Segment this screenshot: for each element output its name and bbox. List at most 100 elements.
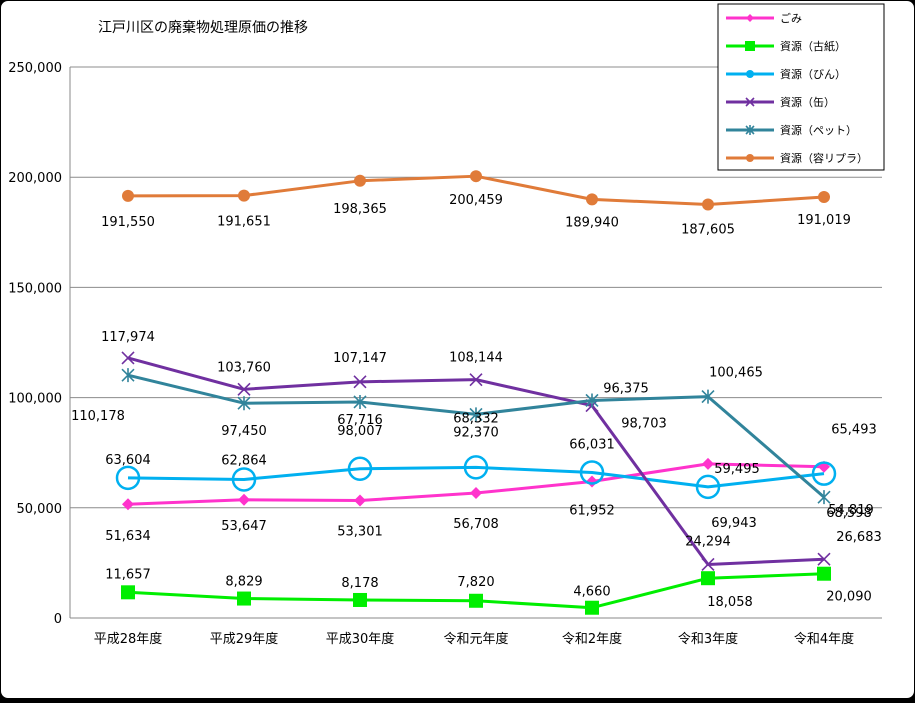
data-label: 67,716 [337,413,383,428]
legend-label: 資源（古紙） [780,39,846,53]
data-label: 8,829 [225,575,262,590]
data-point [701,571,715,586]
data-point [702,198,714,211]
data-point [817,566,831,581]
data-label: 66,031 [569,437,615,452]
data-point [746,154,754,162]
y-axis: 0 50,000 100,000 150,000 200,000 250,000 [8,61,71,627]
y-tick-label: 50,000 [17,502,63,517]
data-point [811,461,837,486]
data-label: 63,604 [105,453,151,468]
x-tick-label: 令和3年度 [678,631,738,647]
x-tick-label: 令和4年度 [794,631,854,647]
data-point [695,474,721,500]
x-tick-label: 平成29年度 [210,631,279,647]
data-label: 24,294 [685,534,731,549]
data-point [585,600,599,615]
data-label: 92,370 [453,425,499,440]
data-point [746,70,754,78]
data-labels: 51,634 53,647 53,301 56,708 61,952 69,943 68,5… [71,193,882,610]
x-tick-label: 令和元年度 [443,631,508,647]
data-point [469,373,483,387]
data-point [237,396,251,411]
data-point [354,494,366,507]
x-axis: 平成28年度 平成29年度 平成30年度 令和元年度 令和2年度 令和3年度 令和4年度 [94,631,854,647]
data-label: 100,465 [709,366,763,381]
data-label: 4,660 [573,585,610,600]
data-label: 108,144 [449,351,503,366]
data-label: 65,493 [831,423,877,438]
chart-title: 江戸川区の廃棄物処理原価の推移 [98,19,308,36]
x-tick-label: 平成30年度 [326,631,395,647]
data-label: 61,952 [569,503,615,518]
series-line [127,465,825,489]
data-label: 62,864 [221,453,267,468]
data-label: 110,178 [71,409,125,424]
data-label: 53,647 [221,519,267,534]
data-point [121,585,135,600]
legend-label: 資源（缶） [780,95,835,109]
data-point [463,455,489,480]
data-label: 7,820 [457,575,494,590]
data-label: 191,550 [101,215,155,230]
data-label: 97,450 [221,424,267,439]
data-label: 51,634 [105,529,151,544]
data-label: 26,683 [836,530,882,545]
data-point [354,174,366,187]
data-label: 98,703 [621,416,667,431]
data-point [817,552,831,566]
legend-label: ごみ [780,11,802,25]
y-tick-label: 200,000 [8,171,62,186]
y-tick-label: 150,000 [8,281,62,296]
series-group [115,170,837,615]
data-point [353,375,367,389]
data-point [818,190,830,203]
data-point [122,498,134,511]
data-label: 117,974 [101,330,155,345]
data-label: 18,058 [707,595,753,610]
data-point [469,593,483,608]
data-point [231,467,257,492]
data-point [121,368,135,383]
data-label: 20,090 [826,590,872,605]
data-point [701,557,715,572]
data-point [586,475,598,488]
data-point [745,97,755,107]
data-label: 54,819 [828,503,874,518]
data-label: 56,708 [453,517,499,532]
data-point [579,460,605,485]
data-point [237,591,251,606]
data-label: 11,657 [105,567,151,582]
data-label: 68,598 [826,506,872,521]
data-point [347,456,373,482]
legend-label: 資源（びん） [780,67,846,81]
data-label: 98,007 [337,424,383,439]
data-point [353,394,367,409]
data-point [470,170,482,183]
data-point [702,457,714,470]
data-point [586,193,598,206]
data-label: 189,940 [565,215,619,230]
data-point [353,592,367,607]
data-label: 53,301 [337,525,383,540]
x-tick-label: 平成28年度 [94,631,163,647]
data-label: 8,178 [341,576,378,591]
y-tick-label: 100,000 [8,392,62,407]
data-point [121,351,135,365]
data-point [238,493,250,506]
y-tick-label: 250,000 [8,61,62,76]
x-tick-label: 令和2年度 [562,631,622,647]
data-label: 69,943 [711,516,757,531]
data-point [585,393,599,408]
y-tick-label: 0 [54,612,62,627]
legend-label: 資源（ペット） [780,123,857,137]
data-label: 68,332 [453,411,499,426]
data-point [238,189,250,202]
data-label: 59,495 [714,462,760,477]
data-point [469,407,483,422]
data-label: 198,365 [333,202,387,217]
data-label: 200,459 [449,193,503,208]
